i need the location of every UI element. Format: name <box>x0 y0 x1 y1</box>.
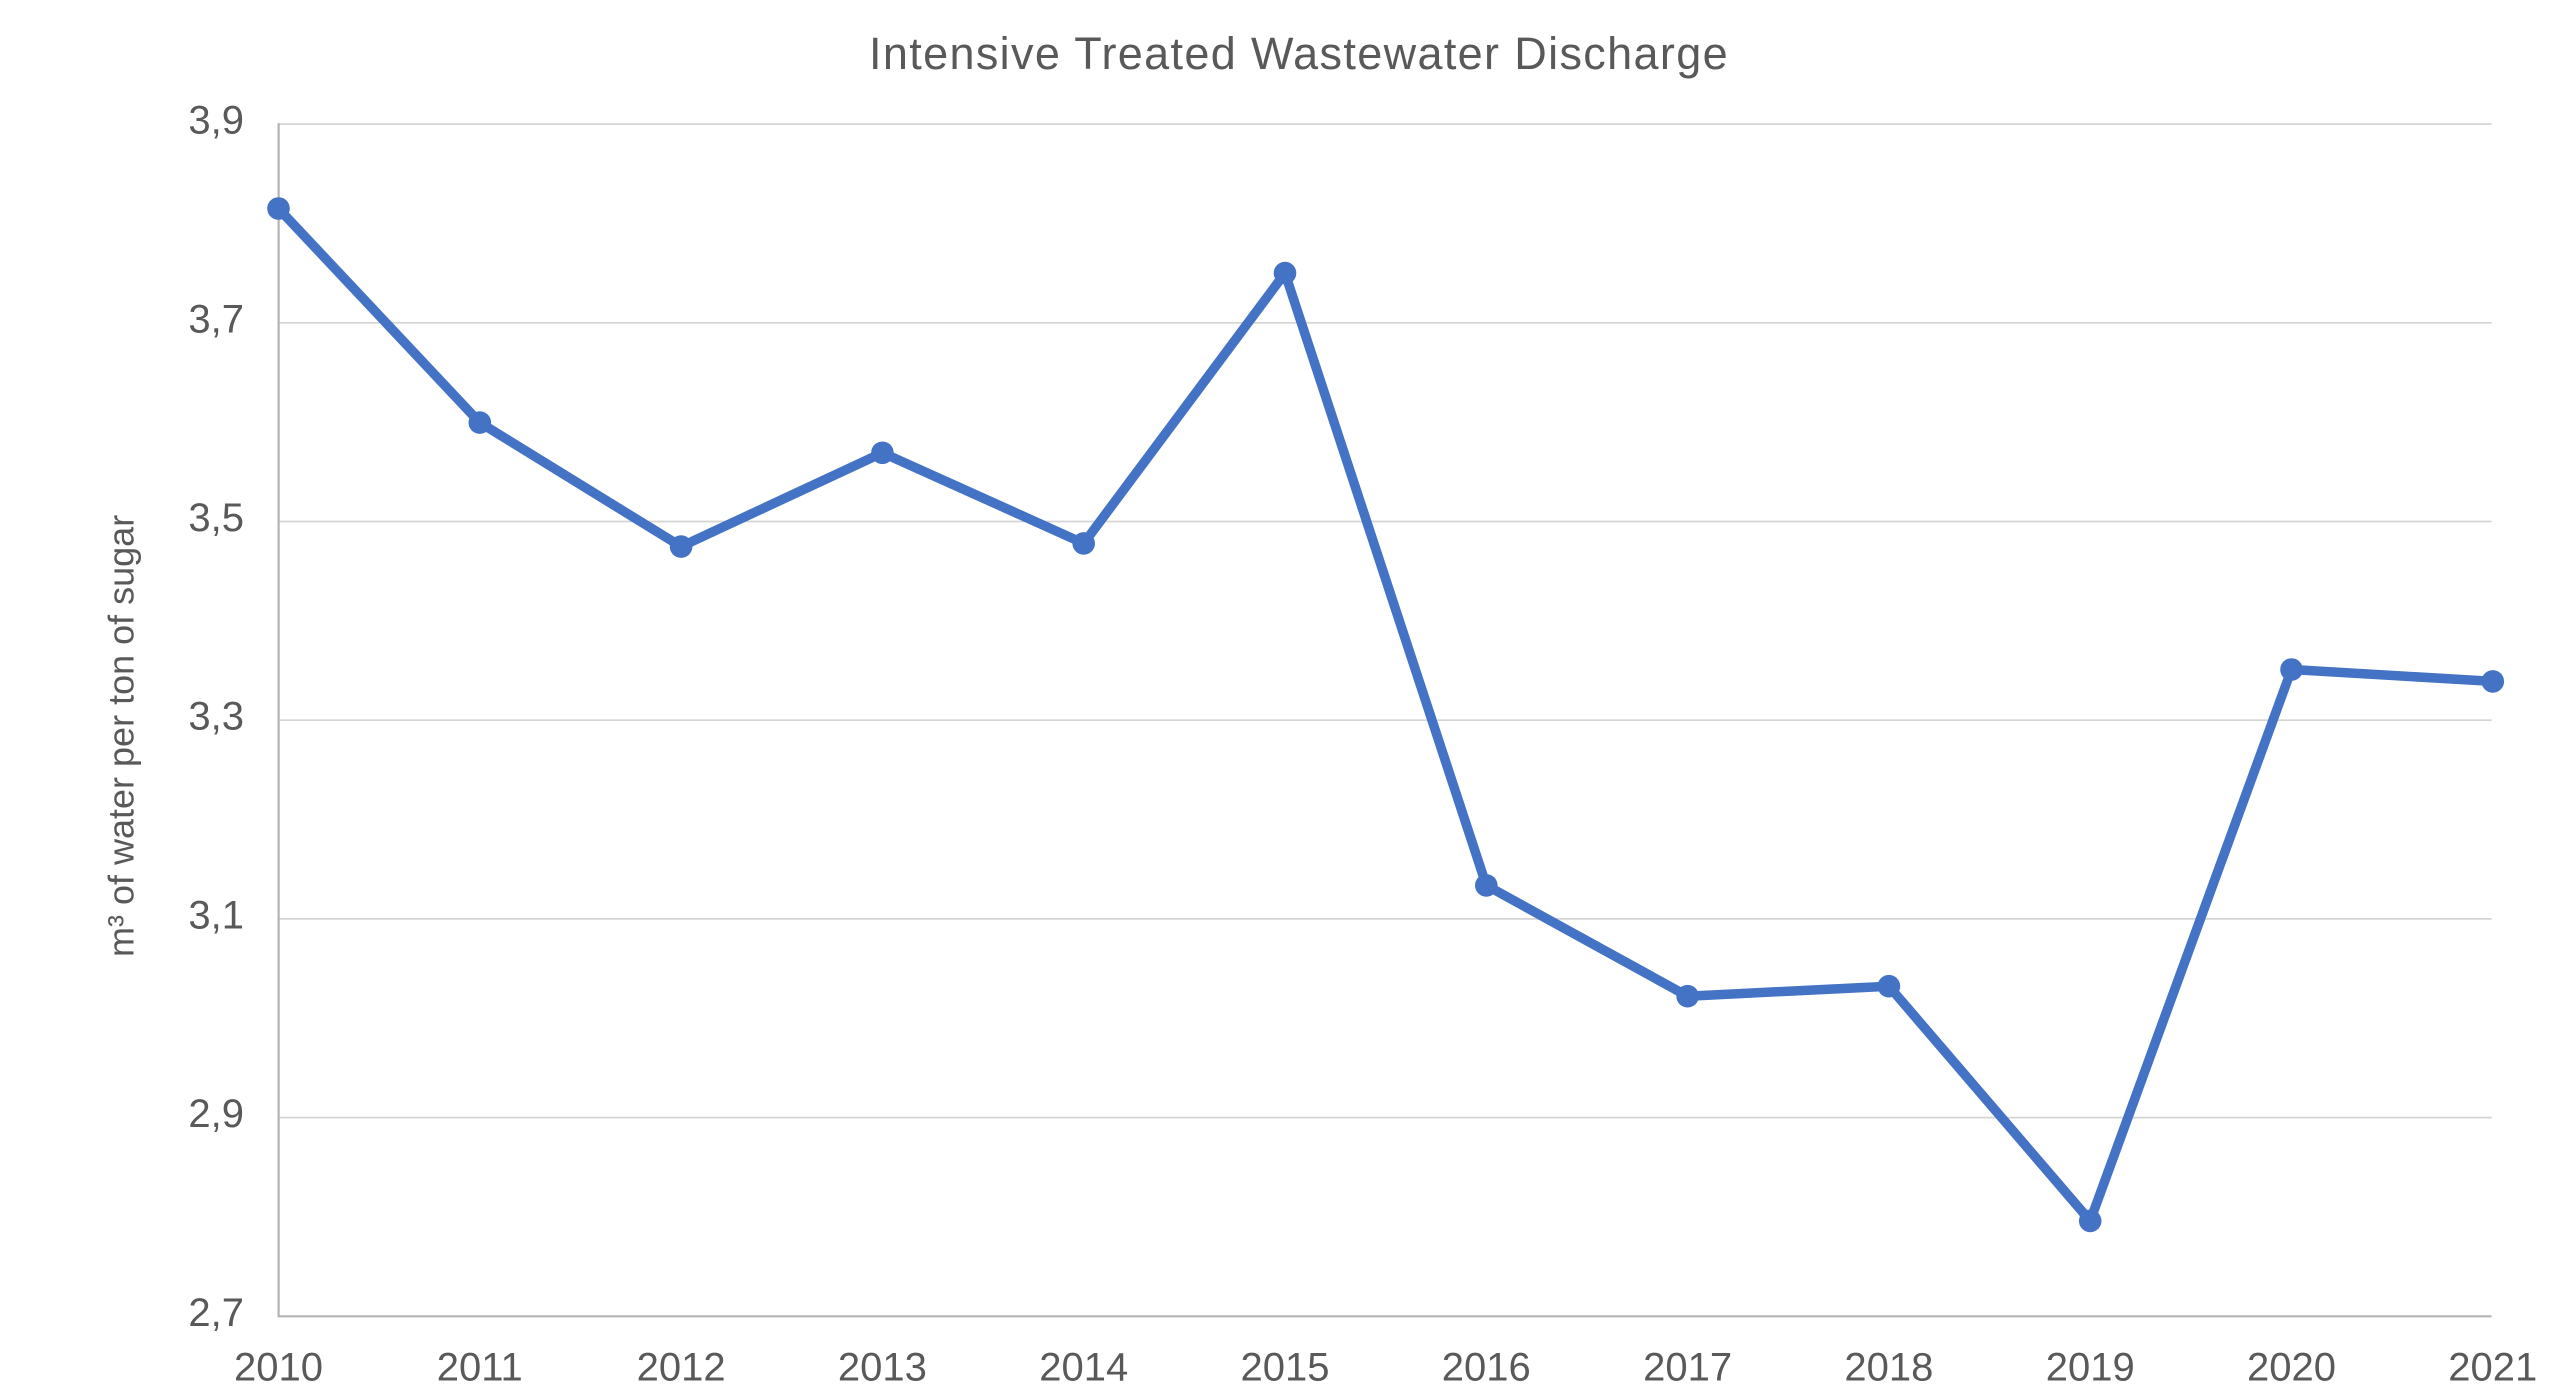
svg-text:2011: 2011 <box>437 1346 523 1390</box>
svg-text:3,1: 3,1 <box>188 893 244 937</box>
svg-text:2021: 2021 <box>2448 1346 2537 1390</box>
svg-text:3,9: 3,9 <box>188 99 244 143</box>
svg-text:m³ of water per ton of sugar: m³ of water per ton of sugar <box>101 515 142 957</box>
svg-text:2014: 2014 <box>1039 1346 1128 1390</box>
svg-text:3,7: 3,7 <box>188 297 244 341</box>
svg-text:2017: 2017 <box>1643 1346 1732 1390</box>
svg-text:2015: 2015 <box>1241 1346 1330 1390</box>
svg-text:3,5: 3,5 <box>188 496 244 540</box>
svg-text:2016: 2016 <box>1442 1346 1531 1390</box>
svg-text:2,9: 2,9 <box>188 1092 244 1136</box>
svg-text:2020: 2020 <box>2247 1346 2336 1390</box>
svg-text:2,7: 2,7 <box>188 1291 244 1335</box>
svg-text:Intensive Treated Wastewater D: Intensive Treated Wastewater Discharge <box>869 28 1729 79</box>
svg-text:2013: 2013 <box>838 1346 927 1390</box>
svg-text:2010: 2010 <box>234 1346 323 1390</box>
svg-text:2019: 2019 <box>2046 1346 2135 1390</box>
svg-text:3,3: 3,3 <box>188 695 244 739</box>
svg-text:2018: 2018 <box>1844 1346 1933 1390</box>
svg-text:2012: 2012 <box>637 1346 726 1390</box>
